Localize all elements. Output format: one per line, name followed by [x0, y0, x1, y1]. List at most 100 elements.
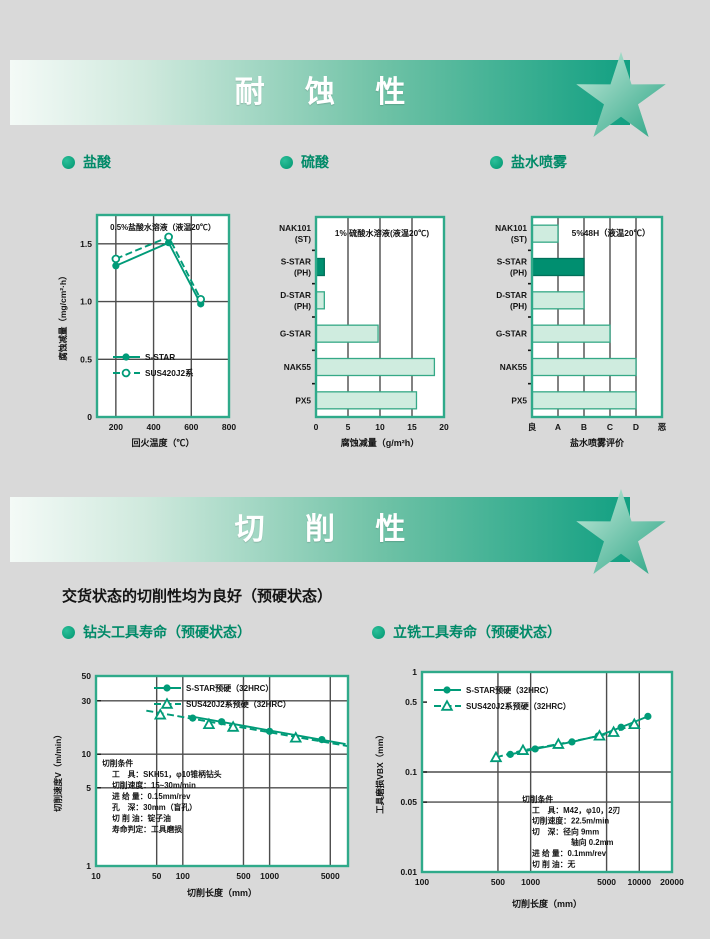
bullet-salt-spray: 盐水喷雾: [490, 152, 567, 172]
svg-text:1.5: 1.5: [80, 239, 92, 249]
machinability-banner-title: 切 削 性: [234, 512, 422, 546]
corrosion-banner-title: 耐 蚀 性: [234, 75, 422, 109]
svg-text:良: 良: [528, 422, 537, 432]
svg-text:进 给 量：0.15mm/rev: 进 给 量：0.15mm/rev: [112, 791, 191, 801]
svg-text:10: 10: [82, 749, 92, 759]
sulfuric-acid-chart: NAK101(ST)S-STAR(PH)D-STAR(PH)G-STARNAK5…: [279, 215, 449, 448]
svg-text:进 给 量：0.1mm/rev: 进 给 量：0.1mm/rev: [532, 848, 607, 858]
bullet-end-mill-tool-life: 立铣工具寿命（预硬状态）: [372, 622, 561, 642]
bullet-label: 立铣工具寿命（预硬状态）: [393, 624, 561, 640]
svg-text:工 具：M42，φ10，2刃: 工 具：M42，φ10，2刃: [532, 806, 621, 815]
svg-text:SUS420J2系: SUS420J2系: [145, 368, 194, 378]
svg-text:5000: 5000: [597, 877, 616, 887]
salt-spray-chart: NAK101(ST)S-STAR(PH)D-STAR(PH)G-STARNAK5…: [495, 215, 667, 448]
svg-text:寿命判定：工具磨损: 寿命判定：工具磨损: [112, 824, 182, 834]
svg-text:SUS420J2系预硬（32HRC）: SUS420J2系预硬（32HRC）: [466, 701, 571, 711]
svg-text:30: 30: [82, 696, 92, 706]
corrosion-banner: 耐 蚀 性: [10, 51, 666, 137]
svg-text:1.0: 1.0: [80, 297, 92, 307]
svg-text:工具磨损VBX（mm）: 工具磨损VBX（mm）: [375, 730, 385, 814]
svg-text:切削速度：22.5m/min: 切削速度：22.5m/min: [532, 816, 609, 826]
svg-text:200: 200: [109, 422, 123, 432]
svg-text:S-STAR: S-STAR: [281, 257, 311, 267]
svg-text:切削条件: 切削条件: [102, 758, 133, 768]
svg-text:D-STAR: D-STAR: [496, 290, 527, 300]
svg-text:400: 400: [146, 422, 160, 432]
svg-text:(ST): (ST): [295, 234, 311, 244]
svg-text:NAK55: NAK55: [284, 362, 312, 372]
svg-text:腐蚀减量（g/m²h）: 腐蚀减量（g/m²h）: [341, 437, 420, 448]
svg-text:0.5: 0.5: [405, 697, 417, 707]
svg-text:(ST): (ST): [511, 234, 527, 244]
bullet-sulfuric-acid: 硫酸: [280, 152, 329, 172]
svg-text:15: 15: [407, 422, 417, 432]
svg-text:S-STAR: S-STAR: [145, 352, 175, 362]
svg-text:(PH): (PH): [510, 268, 527, 278]
svg-text:0: 0: [314, 422, 319, 432]
bullet-label: 盐酸: [83, 154, 111, 170]
svg-text:10: 10: [375, 422, 385, 432]
svg-text:SUS420J2系预硬（32HRC）: SUS420J2系预硬（32HRC）: [186, 699, 291, 709]
svg-text:1000: 1000: [260, 871, 279, 881]
svg-text:10: 10: [91, 871, 101, 881]
drill-tool-life-chart: 1 5 10 30 50 10 50 100 500 1000 5000 S-STAR预硬（32HRC…: [53, 671, 350, 898]
svg-text:S-STAR预硬（32HRC）: S-STAR预硬（32HRC）: [466, 685, 553, 695]
svg-text:工 具：SKH51，φ10锥柄钻头: 工 具：SKH51，φ10锥柄钻头: [112, 769, 222, 779]
svg-text:600: 600: [184, 422, 198, 432]
svg-text:100: 100: [176, 871, 190, 881]
svg-text:PX5: PX5: [511, 395, 527, 405]
svg-text:NAK101: NAK101: [279, 223, 311, 233]
star-icon: [576, 488, 666, 574]
svg-text:切 深：径向 9mm: 切 深：径向 9mm: [532, 826, 599, 836]
svg-text:盐水喷雾评价: 盐水喷雾评价: [570, 437, 625, 448]
svg-text:腐蚀减量（mg/cm²·h）: 腐蚀减量（mg/cm²·h）: [58, 271, 68, 360]
svg-text:100: 100: [415, 877, 429, 887]
bullet-icon: [62, 625, 75, 639]
svg-text:回火温度（℃）: 回火温度（℃）: [131, 437, 194, 448]
svg-text:0.01: 0.01: [400, 867, 417, 877]
bullet-icon: [280, 155, 293, 169]
svg-text:1000: 1000: [521, 877, 540, 887]
svg-text:1: 1: [412, 667, 417, 677]
svg-text:50: 50: [152, 871, 162, 881]
bullet-icon: [490, 155, 503, 169]
svg-text:轴向 0.2mm: 轴向 0.2mm: [532, 837, 614, 847]
svg-text:NAK55: NAK55: [500, 362, 528, 372]
bullet-icon: [372, 625, 385, 639]
svg-text:0.05: 0.05: [400, 797, 417, 807]
svg-text:恶: 恶: [658, 422, 667, 432]
hydrochloric-acid-chart: 0 0.5 1.0 1.5 200 400 600 800 S-STAR SUS420J2系 0.5…: [58, 213, 236, 448]
svg-text:5: 5: [86, 783, 91, 793]
bullet-label: 硫酸: [301, 154, 329, 170]
bullet-hydrochloric-acid: 盐酸: [62, 152, 111, 172]
svg-text:A: A: [555, 422, 561, 432]
svg-text:C: C: [607, 422, 613, 432]
svg-text:500: 500: [236, 871, 250, 881]
svg-text:切削速度V（m/min）: 切削速度V（m/min）: [53, 730, 63, 812]
svg-text:G-STAR: G-STAR: [280, 329, 311, 339]
machinability-note: 交货状态的切削性均为良好（预硬状态）: [62, 588, 333, 605]
svg-text:G-STAR: G-STAR: [496, 329, 527, 339]
svg-text:5: 5: [346, 422, 351, 432]
svg-text:切削条件: 切削条件: [522, 794, 553, 804]
bullet-icon: [62, 155, 75, 169]
svg-text:切削长度（mm）: 切削长度（mm）: [512, 898, 582, 909]
svg-text:PX5: PX5: [295, 395, 311, 405]
svg-text:孔 深：30mm（盲孔）: 孔 深：30mm（盲孔）: [112, 802, 197, 812]
svg-text:20000: 20000: [660, 877, 684, 887]
svg-text:1: 1: [86, 861, 91, 871]
svg-text:B: B: [581, 422, 587, 432]
svg-text:切削长度（mm）: 切削长度（mm）: [187, 887, 257, 898]
end-mill-tool-life-chart: 0.01 0.05 0.1 0.5 1 100 500 1000 5000 10000 20000 S…: [375, 667, 684, 909]
svg-text:NAK101: NAK101: [495, 223, 527, 233]
svg-text:切削速度：15~30m/min: 切削速度：15~30m/min: [112, 780, 196, 790]
svg-text:(PH): (PH): [294, 301, 311, 311]
svg-text:切 削 油：锭子油: 切 削 油：锭子油: [112, 813, 171, 823]
svg-text:5%48H（液温20℃）: 5%48H（液温20℃）: [572, 228, 651, 238]
svg-text:800: 800: [222, 422, 236, 432]
svg-text:10000: 10000: [627, 877, 651, 887]
bullet-drill-tool-life: 钻头工具寿命（预硬状态）: [62, 622, 251, 642]
svg-text:S-STAR: S-STAR: [497, 257, 527, 267]
svg-text:切 削 油：无: 切 削 油：无: [532, 859, 576, 869]
